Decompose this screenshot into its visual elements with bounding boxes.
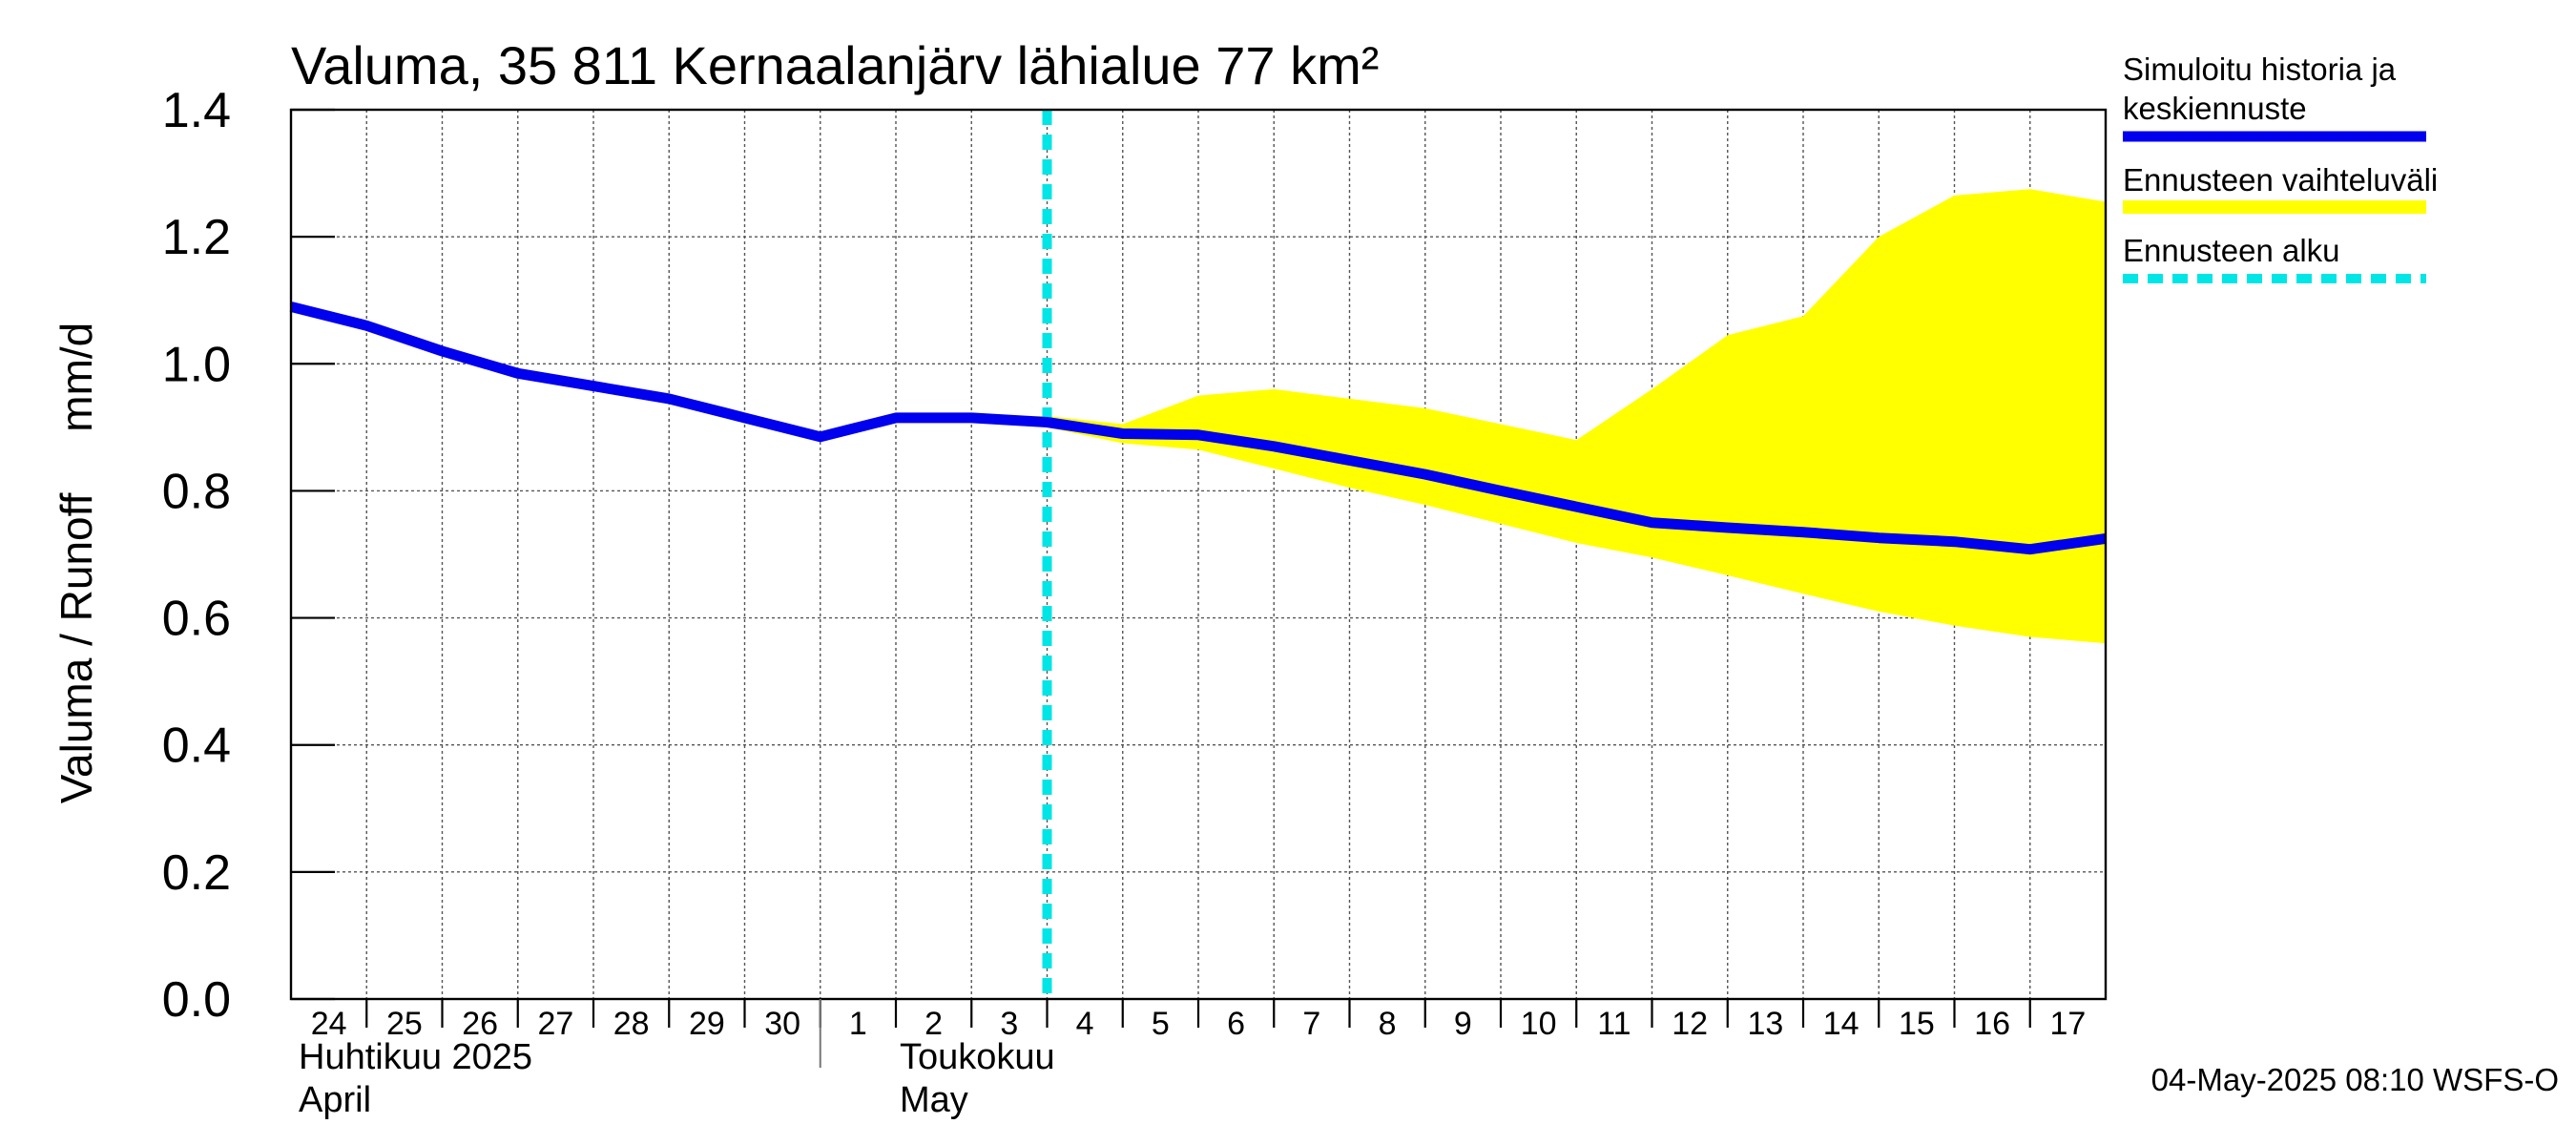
series-group — [289, 302, 2107, 555]
legend-label-range: Ennusteen vaihteluväli — [2123, 162, 2438, 198]
month-label-line2: April — [299, 1080, 371, 1120]
month-label-line1: Huhtikuu 2025 — [299, 1037, 532, 1077]
month-label-line2: May — [900, 1080, 968, 1120]
x-tick-label: 13 — [1747, 1006, 1783, 1042]
timestamp-footer: 04-May-2025 08:10 WSFS-O — [2151, 1062, 2559, 1097]
y-tick-label: 0.4 — [162, 718, 231, 774]
y-tick-label: 0.0 — [162, 972, 231, 1028]
x-tick-label: 17 — [2049, 1006, 2086, 1042]
y-tick-label: 1.0 — [162, 337, 231, 392]
x-tick-label: 16 — [1974, 1006, 2010, 1042]
y-tick-label: 1.4 — [162, 83, 231, 138]
chart-title: Valuma, 35 811 Kernaalanjärv lähialue 77… — [291, 35, 1379, 95]
x-tick-label: 8 — [1379, 1006, 1397, 1042]
x-tick-label: 9 — [1454, 1006, 1472, 1042]
y-tick-label: 1.2 — [162, 210, 231, 265]
x-tick-label: 3 — [1000, 1006, 1018, 1042]
x-tick-label: 29 — [689, 1006, 725, 1042]
x-axis-ticks: 24 25 26 27 28 29 30 1 2 3 4 5 6 7 8 9 10 11 12 13 14 15 16 17 — [311, 999, 2086, 1042]
x-tick-label: 7 — [1302, 1006, 1320, 1042]
x-tick-label: 26 — [462, 1006, 498, 1042]
y-tick-label: 0.8 — [162, 464, 231, 519]
x-tick-label: 14 — [1823, 1006, 1859, 1042]
x-tick-label: 11 — [1597, 1006, 1631, 1042]
y-tick-label: 0.6 — [162, 592, 231, 647]
y-tick-label: 0.2 — [162, 845, 231, 901]
x-tick-label: 27 — [537, 1006, 573, 1042]
x-tick-label: 6 — [1227, 1006, 1245, 1042]
month-label-line1: Toukokuu — [900, 1037, 1055, 1077]
x-tick-label: 24 — [311, 1006, 347, 1042]
series-line-simulated — [289, 302, 2107, 555]
x-tick-label: 25 — [386, 1006, 423, 1042]
x-tick-label: 1 — [849, 1006, 867, 1042]
x-tick-label: 15 — [1899, 1006, 1935, 1042]
y-axis-ticks: 0.0 0.2 0.4 0.6 0.8 1.0 1.2 1.4 — [162, 83, 335, 1028]
legend-label-simulated-line2: keskiennuste — [2123, 91, 2307, 126]
x-tick-label: 5 — [1152, 1006, 1170, 1042]
y-axis-label: Valuma / Runoff mm/d — [52, 323, 101, 804]
x-tick-label: 28 — [613, 1006, 650, 1042]
x-tick-label: 2 — [924, 1006, 943, 1042]
legend-label-simulated: Simuloitu historia ja — [2123, 52, 2397, 87]
x-tick-label: 30 — [764, 1006, 800, 1042]
x-tick-label: 12 — [1672, 1006, 1708, 1042]
x-tick-label: 4 — [1076, 1006, 1094, 1042]
legend: Simuloitu historia ja keskiennuste Ennus… — [2123, 52, 2438, 283]
x-tick-label: 10 — [1521, 1006, 1557, 1042]
legend-label-forecast-start: Ennusteen alku — [2123, 233, 2340, 268]
